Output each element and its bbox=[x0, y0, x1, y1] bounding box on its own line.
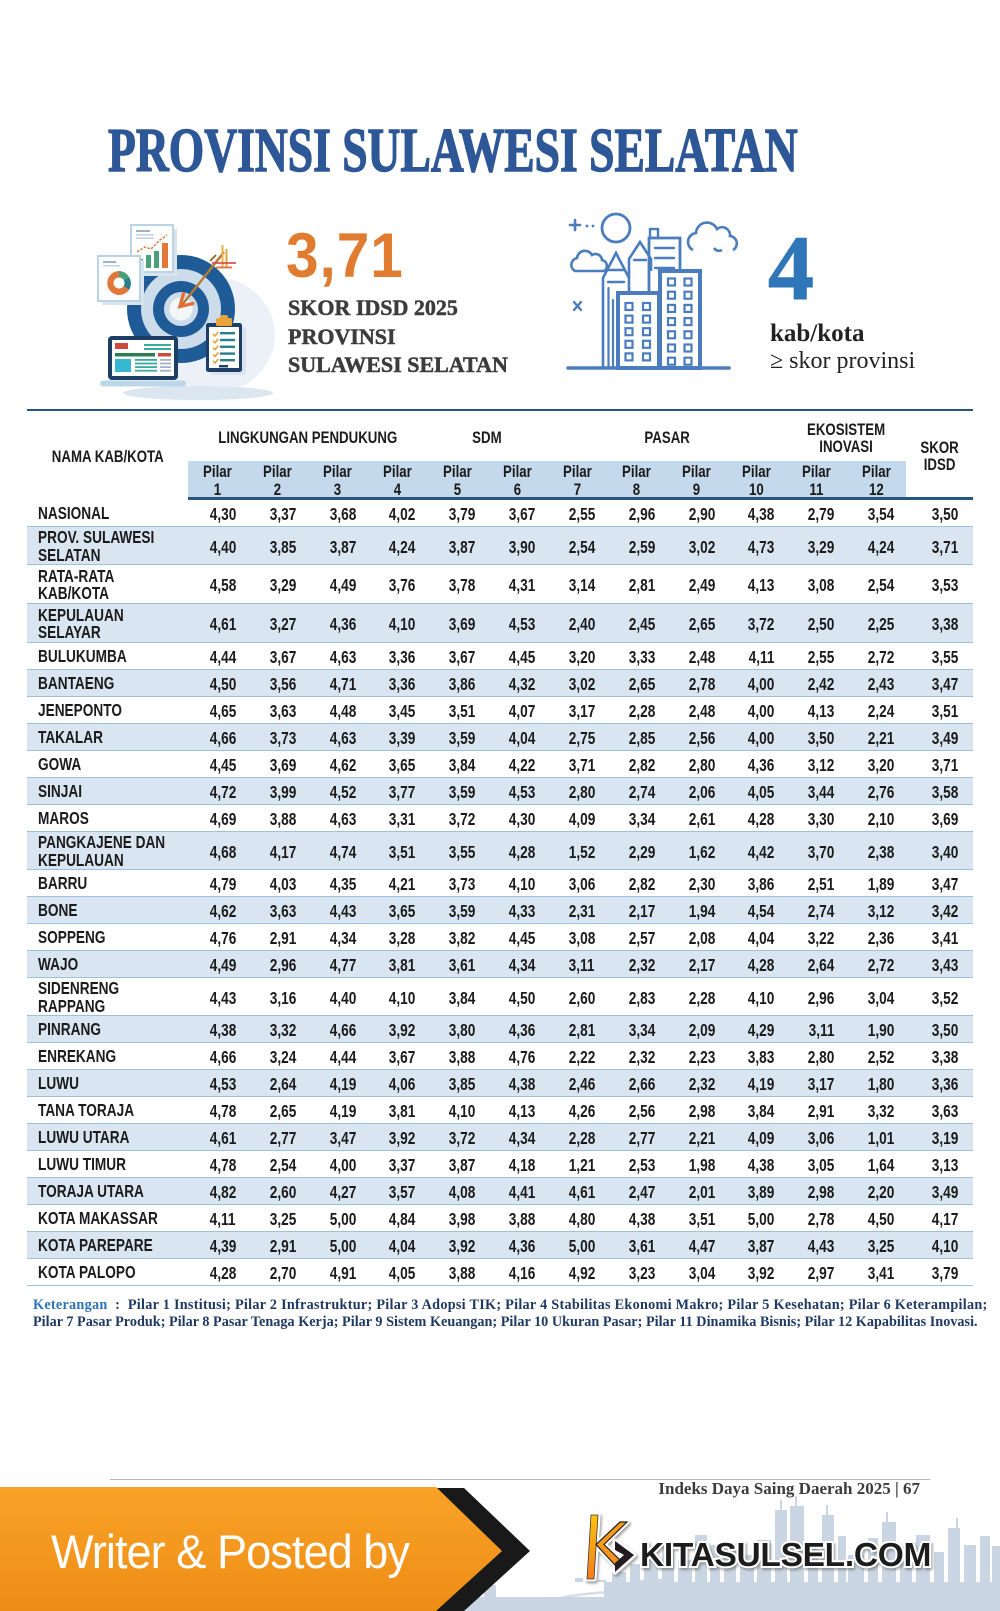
svg-text:KITASULSEL.COM: KITASULSEL.COM bbox=[640, 1537, 931, 1574]
